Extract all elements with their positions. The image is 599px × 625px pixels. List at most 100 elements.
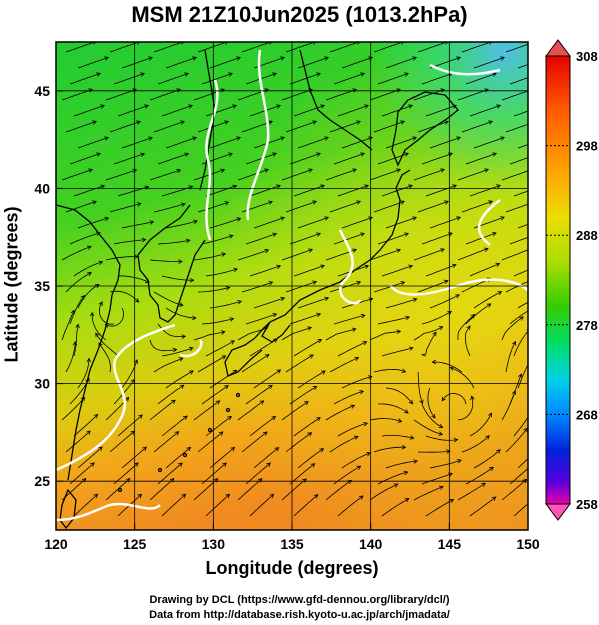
streamline — [425, 105, 457, 117]
streamline-arrow — [89, 311, 95, 317]
streamline-arrow — [438, 431, 444, 436]
streamline-arrow — [320, 184, 325, 189]
streamline-arrow — [274, 447, 280, 452]
x-tick-label: 125 — [123, 536, 147, 552]
streamline — [193, 478, 219, 501]
streamline-arrow — [412, 216, 417, 221]
streamline — [420, 332, 437, 357]
streamline-arrow — [138, 414, 143, 419]
streamline — [281, 169, 313, 181]
streamline — [165, 57, 197, 69]
streamline — [461, 42, 492, 53]
streamline-arrow — [133, 359, 139, 364]
streamline — [505, 341, 516, 373]
streamline — [505, 123, 528, 133]
streamline-arrow — [319, 448, 325, 453]
streamline-arrow — [350, 404, 356, 409]
streamline — [285, 432, 312, 453]
streamline-arrow — [404, 498, 410, 503]
streamline — [293, 185, 325, 197]
streamline — [429, 137, 461, 149]
streamline — [369, 330, 401, 341]
streamline — [469, 412, 492, 437]
streamline — [241, 42, 272, 53]
streamline-arrow — [456, 56, 461, 61]
streamline — [149, 399, 176, 421]
streamline — [385, 460, 418, 469]
streamline — [517, 301, 528, 309]
streamline-arrow — [224, 120, 229, 125]
streamline — [421, 473, 453, 485]
streamline — [333, 314, 365, 325]
streamline — [285, 42, 316, 53]
streamline — [501, 249, 528, 261]
streamline — [289, 313, 321, 325]
streamline — [165, 307, 196, 319]
streamline — [161, 494, 186, 517]
streamline — [241, 281, 273, 293]
y-tick-label: 45 — [34, 83, 50, 99]
streamline — [113, 239, 146, 245]
streamline — [61, 89, 93, 101]
streamline-arrow — [492, 152, 497, 157]
streamline — [149, 259, 182, 263]
streamline-arrow — [528, 89, 532, 93]
streamline — [77, 57, 109, 69]
streamline-arrow — [220, 330, 226, 335]
streamline — [157, 323, 186, 337]
streamline — [209, 218, 241, 229]
streamline-arrow — [272, 313, 278, 318]
streamline-arrow — [271, 416, 277, 421]
x-axis-label: Longitude (degrees) — [205, 558, 379, 578]
streamline-arrow — [100, 184, 106, 189]
streamline-arrow — [264, 88, 269, 93]
streamline-arrow — [404, 409, 409, 414]
streamline-arrow — [486, 303, 492, 308]
streamline — [105, 256, 138, 261]
streamline-arrow — [360, 232, 365, 237]
streamline — [505, 43, 528, 53]
streamline — [473, 291, 502, 309]
streamline-arrow — [532, 41, 536, 45]
streamline — [427, 387, 436, 419]
streamline-arrow — [404, 232, 409, 237]
streamline-arrow — [363, 422, 368, 427]
streamline — [281, 249, 313, 261]
streamline — [341, 452, 371, 469]
streamline — [377, 233, 409, 245]
streamline — [457, 314, 475, 341]
streamline — [73, 414, 98, 437]
streamline-arrow — [178, 462, 183, 467]
streamline-arrow — [72, 340, 78, 346]
streamline-arrow — [440, 248, 445, 253]
streamline-arrow — [236, 56, 241, 61]
streamline — [381, 347, 414, 357]
streamline-arrow — [312, 120, 317, 125]
streamline-arrow — [171, 399, 176, 404]
streamline-arrow — [86, 430, 91, 435]
streamline — [77, 446, 103, 469]
streamline-arrow — [396, 329, 402, 334]
streamline — [293, 339, 322, 357]
streamline-arrow — [481, 482, 486, 487]
y-tick-label: 25 — [34, 473, 50, 489]
streamline-arrow — [272, 232, 278, 237]
y-axis-ticks: 25 30 35 40 45 — [34, 83, 63, 489]
streamline-arrow — [88, 168, 93, 173]
streamline — [413, 169, 445, 181]
streamline-arrow — [148, 136, 153, 141]
streamline-arrow — [273, 338, 278, 343]
streamline — [61, 397, 85, 421]
streamline — [237, 169, 269, 181]
streamline-arrow — [405, 315, 410, 321]
colorbar-tick-label: 298 — [576, 139, 598, 154]
streamline-arrow — [483, 247, 489, 252]
streamline-arrow — [312, 385, 318, 390]
streamline-arrow — [492, 72, 497, 77]
streamline-arrow — [452, 184, 457, 189]
streamline-arrow — [144, 104, 149, 109]
streamline-arrow — [229, 317, 235, 322]
streamline — [513, 110, 528, 117]
streamline — [245, 313, 277, 325]
